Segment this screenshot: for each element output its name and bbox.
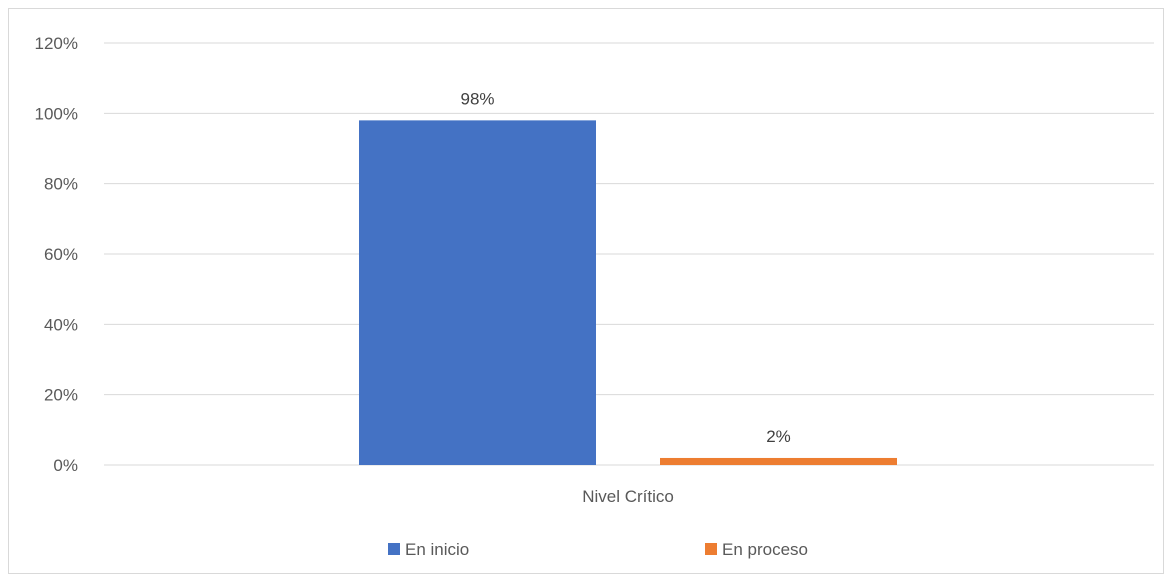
y-tick-label: 80% (44, 175, 78, 194)
legend: En inicio En proceso (388, 540, 808, 559)
y-tick-label: 120% (35, 34, 78, 53)
legend-label: En proceso (722, 540, 808, 559)
y-tick-label: 100% (35, 104, 78, 123)
x-category-label: Nivel Crítico (582, 487, 674, 506)
y-tick-label: 0% (53, 456, 78, 475)
bar-en-inicio (359, 120, 596, 465)
y-tick-label: 60% (44, 245, 78, 264)
y-axis-ticks: 0% 20% 40% 60% 80% 100% 120% (35, 34, 78, 475)
legend-swatch (705, 543, 717, 555)
bar-en-proceso (660, 457, 897, 465)
legend-swatch (388, 543, 400, 555)
data-labels: 98% 2% (460, 89, 790, 446)
y-tick-label: 40% (44, 315, 78, 334)
y-tick-label: 20% (44, 386, 78, 405)
data-label: 98% (460, 89, 494, 108)
gridlines (104, 42, 1154, 466)
legend-label: En inicio (405, 540, 469, 559)
x-axis-categories: Nivel Crítico (582, 487, 674, 506)
bars (359, 120, 897, 465)
data-label: 2% (766, 427, 791, 446)
